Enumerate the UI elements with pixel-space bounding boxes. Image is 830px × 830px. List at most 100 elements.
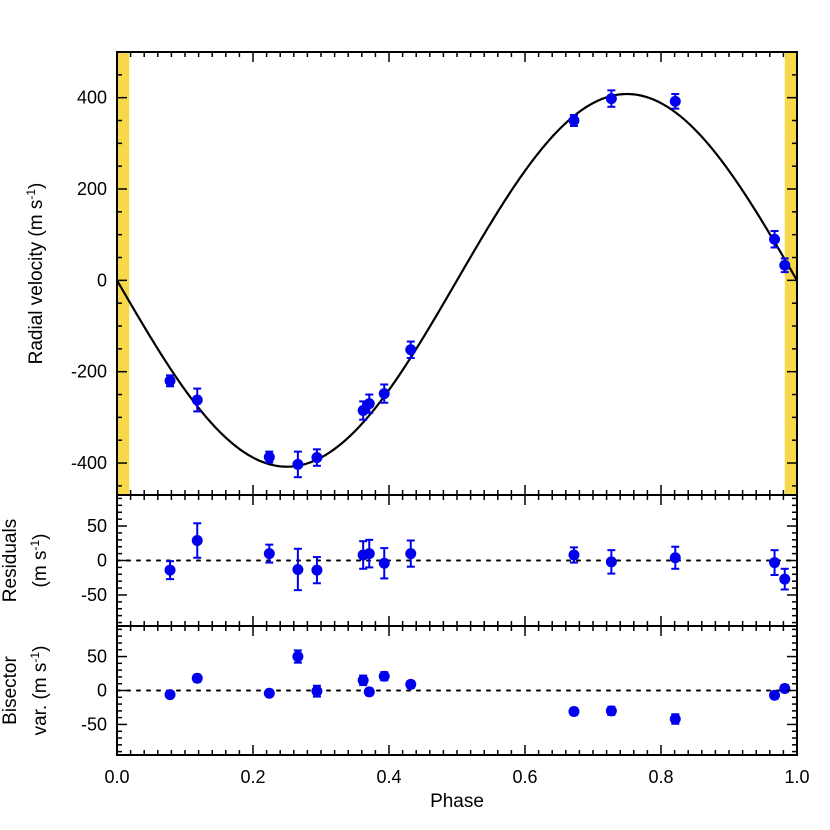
data-point [378, 547, 390, 580]
data-marker [669, 713, 681, 725]
data-point [779, 682, 791, 694]
data-marker [191, 394, 203, 406]
shaded-band-1 [784, 52, 797, 495]
y-axis-title-part: ) [30, 534, 51, 540]
data-point [363, 393, 375, 414]
data-point [405, 678, 417, 690]
data-marker [605, 556, 617, 568]
y-tick-label: -400 [71, 453, 107, 473]
data-point [779, 257, 791, 274]
panel-residuals: 50 0 -50 Residuals (m s-1) [0, 494, 798, 627]
data-marker [263, 451, 275, 463]
data-point [769, 689, 781, 701]
data-marker [378, 388, 390, 400]
data-point [191, 387, 203, 413]
data-marker [568, 706, 580, 718]
data-marker [769, 233, 781, 245]
data-point [779, 567, 791, 591]
data-point [263, 687, 275, 699]
data-marker [405, 344, 417, 356]
data-marker [779, 259, 791, 271]
y-tick-label: 0 [97, 270, 107, 290]
data-marker [292, 458, 304, 470]
data-marker [164, 564, 176, 576]
data-point [669, 545, 681, 570]
data-marker [263, 687, 275, 699]
data-point [292, 547, 304, 592]
y-tick-label: -50 [81, 585, 107, 605]
data-marker [669, 95, 681, 107]
y-axis-title-superscript: -1 [28, 652, 42, 663]
x-axis-title: Phase [430, 791, 484, 812]
x-tick-label: 1.0 [784, 767, 809, 787]
data-point [669, 713, 681, 725]
data-point [378, 670, 390, 682]
data-marker [191, 672, 203, 684]
data-marker [669, 552, 681, 564]
data-marker [378, 670, 390, 682]
data-point [378, 383, 390, 404]
y-axis-title: var. (m s-1) [28, 646, 51, 736]
model-curve [116, 92, 798, 468]
y-tick-label: 50 [87, 647, 107, 667]
data-marker [568, 549, 580, 561]
data-marker [363, 686, 375, 698]
data-point [405, 539, 417, 568]
data-marker [769, 689, 781, 701]
data-point [605, 549, 617, 575]
data-point [769, 230, 781, 249]
data-point [363, 538, 375, 569]
data-point [311, 448, 323, 467]
data-point [311, 556, 323, 585]
data-marker [605, 705, 617, 717]
data-marker [779, 682, 791, 694]
data-marker [164, 375, 176, 387]
data-marker [191, 535, 203, 547]
data-marker [311, 564, 323, 576]
panel-bisector: 50 0 -50 0.0 0.2 0.4 0.6 0.8 1.0 Phase Bisector var… [0, 625, 810, 812]
y-axis-title-part: var. (m s [30, 663, 51, 736]
y-axis-title: Residuals [0, 519, 21, 602]
data-point [164, 374, 176, 388]
y-tick-label: 200 [77, 179, 107, 199]
y-tick-label: -50 [81, 714, 107, 734]
data-marker [357, 674, 369, 686]
data-marker [605, 93, 617, 105]
y-tick-label: -200 [71, 362, 107, 382]
y-tick-label: 50 [87, 516, 107, 536]
panel-radial-velocity: 400 200 0 -200 -400 Radial velocity (m s-1) [24, 51, 798, 496]
data-marker [164, 689, 176, 701]
y-tick-label: 0 [97, 551, 107, 571]
shaded-band-0 [117, 52, 130, 495]
y-axis-title: (m s-1) [28, 534, 51, 588]
data-point [605, 705, 617, 717]
data-marker [568, 115, 580, 127]
data-point [292, 450, 304, 479]
y-axis-title-part: (m s [30, 551, 51, 588]
data-point [191, 522, 203, 559]
panel-frame [116, 51, 798, 496]
x-tick-label: 0.2 [240, 767, 265, 787]
data-point [164, 560, 176, 581]
y-axis-title: Bisector [0, 656, 21, 725]
data-marker [405, 678, 417, 690]
data-point [669, 93, 681, 110]
data-point [263, 543, 275, 564]
y-axis-title-part: ) [30, 646, 51, 652]
data-point [605, 89, 617, 108]
data-point [568, 706, 580, 718]
data-point [568, 546, 580, 564]
data-point [263, 450, 275, 464]
data-point [191, 672, 203, 684]
data-marker [363, 398, 375, 410]
data-marker [363, 548, 375, 560]
y-axis-title: Radial velocity (m s-1) [24, 183, 47, 365]
data-point [405, 340, 417, 359]
x-tick-label: 0.8 [648, 767, 673, 787]
x-tick-label: 0.4 [376, 767, 401, 787]
data-point [363, 686, 375, 698]
y-axis-title-superscript: -1 [28, 540, 42, 551]
y-tick-label: 0 [97, 681, 107, 701]
data-point [357, 674, 369, 687]
